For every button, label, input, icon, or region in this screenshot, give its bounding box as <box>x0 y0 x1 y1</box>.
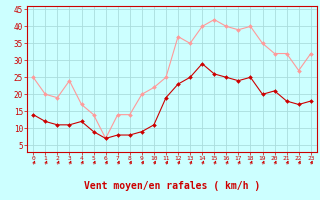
Text: Vent moyen/en rafales ( km/h ): Vent moyen/en rafales ( km/h ) <box>84 181 260 191</box>
